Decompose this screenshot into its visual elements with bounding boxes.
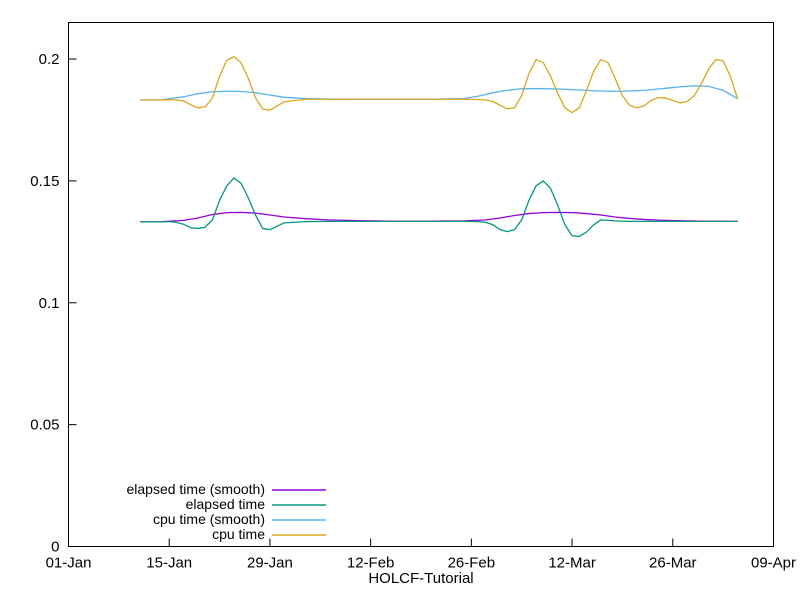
series-line — [139, 177, 739, 238]
legend-label: cpu time — [212, 526, 265, 542]
plot-border — [68, 22, 774, 547]
x-tick-label: 26-Feb — [448, 555, 496, 572]
data-series-group — [139, 55, 739, 238]
series-line — [139, 55, 739, 114]
x-axis-ticks: 01-Jan 15-Jan 29-Jan 12-Feb 26-Feb 12-Mar 26-M… — [46, 538, 796, 572]
legend-label: elapsed time — [186, 496, 266, 512]
x-tick-label: 15-Jan — [146, 555, 192, 572]
legend-label: cpu time (smooth) — [153, 511, 265, 527]
x-tick-label: 29-Jan — [247, 555, 293, 572]
y-tick-label: 0.15 — [30, 173, 59, 190]
x-tick-label: 01-Jan — [46, 555, 92, 572]
y-tick-label: 0.05 — [30, 417, 59, 434]
y-tick-label: 0 — [51, 539, 59, 556]
x-tick-label: 12-Mar — [548, 555, 596, 572]
x-axis-title: HOLCF-Tutorial — [368, 570, 473, 587]
x-tick-label: 26-Mar — [649, 555, 697, 572]
y-tick-label: 0.2 — [39, 51, 60, 68]
x-tick-label: 09-Apr — [751, 555, 796, 572]
y-tick-label: 0.1 — [39, 295, 60, 312]
legend-label: elapsed time (smooth) — [126, 481, 265, 497]
series-line — [139, 85, 739, 101]
y-axis-ticks: 0 0.05 0.1 0.15 0.2 — [30, 51, 77, 556]
series-line — [139, 211, 739, 223]
x-tick-label: 12-Feb — [347, 555, 395, 572]
